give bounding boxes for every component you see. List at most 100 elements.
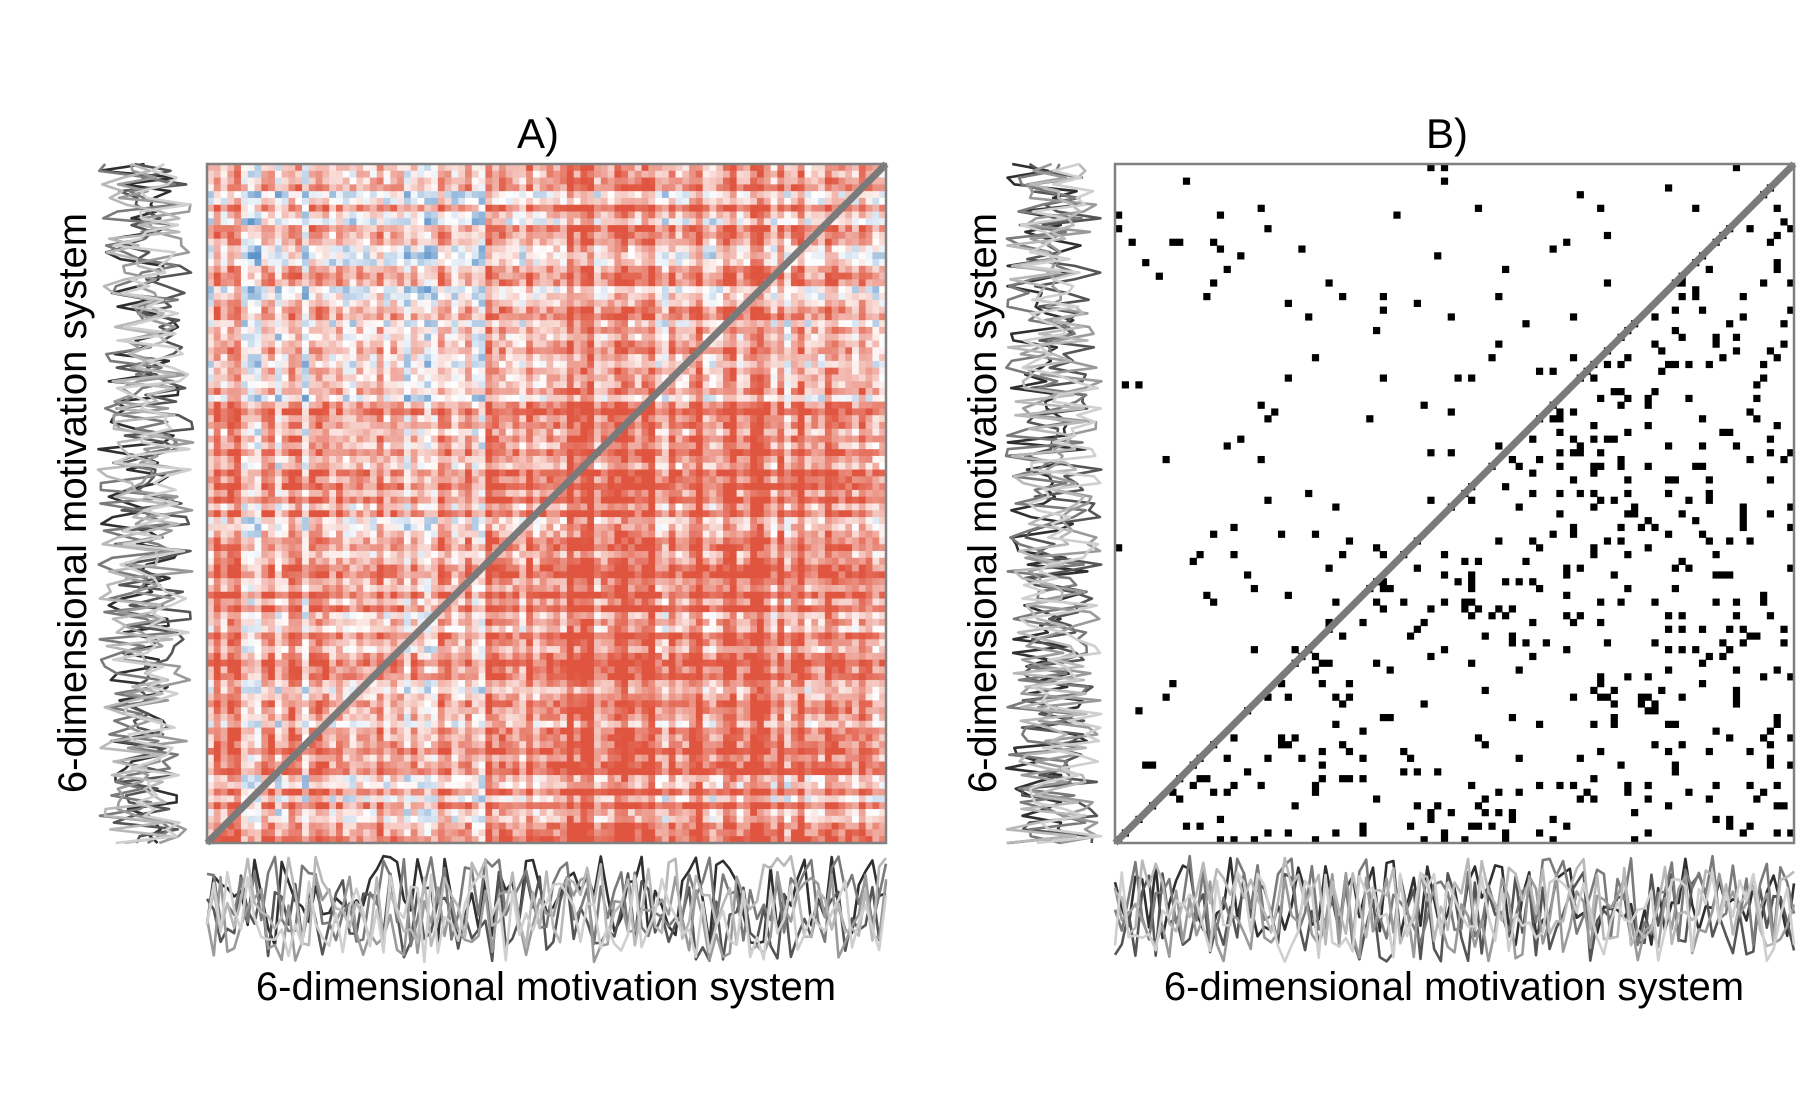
heatmap-cell — [417, 401, 425, 410]
heatmap-cell — [695, 394, 704, 403]
heatmap-cell — [797, 286, 806, 294]
heatmap-cell — [736, 428, 745, 437]
heatmap-cell — [729, 306, 738, 314]
heatmap-cell — [763, 442, 772, 450]
heatmap-cell — [308, 489, 317, 498]
heatmap-cell — [274, 225, 283, 233]
heatmap-cell — [756, 374, 765, 382]
heatmap-cell — [207, 340, 215, 348]
heatmap-cell — [505, 476, 514, 484]
heatmap-cell — [743, 455, 751, 464]
heatmap-cell — [838, 374, 846, 382]
heatmap-cell — [268, 313, 276, 321]
heatmap-cell — [492, 408, 500, 416]
heatmap-cell — [336, 428, 344, 437]
heatmap-cell — [723, 218, 731, 226]
heatmap-cell — [729, 265, 738, 274]
heatmap-cell — [811, 170, 819, 179]
heatmap-cell — [811, 360, 819, 369]
heatmap-cell — [254, 476, 262, 484]
heatmap-cell — [281, 197, 290, 206]
heatmap-cell — [852, 496, 860, 505]
heatmap-cell — [444, 347, 453, 355]
heatmap-cell — [532, 245, 541, 253]
heatmap-cell — [329, 238, 337, 247]
heatmap-cell — [797, 469, 806, 477]
heatmap-cell — [702, 455, 711, 464]
heatmap-cell — [838, 272, 846, 281]
heatmap-cell — [403, 225, 412, 233]
heatmap-cell — [247, 449, 256, 457]
heatmap-cell — [417, 476, 425, 484]
heatmap-cell — [845, 252, 853, 260]
heatmap-cell — [342, 218, 351, 226]
heatmap-cell — [227, 428, 235, 437]
heatmap-cell — [627, 408, 636, 416]
heatmap-cell — [356, 422, 364, 430]
heatmap-cell — [397, 374, 405, 382]
heatmap-cell — [526, 170, 534, 179]
heatmap-cell — [580, 483, 588, 491]
heatmap-cell — [702, 164, 711, 172]
heatmap-cell — [858, 428, 867, 437]
heatmap-cell — [485, 496, 493, 505]
heatmap-cell — [655, 442, 663, 450]
heatmap-cell — [397, 252, 405, 260]
heatmap-cell — [302, 428, 310, 437]
heatmap-cell — [736, 374, 745, 382]
heatmap-cell — [302, 286, 310, 294]
heatmap-cell — [668, 462, 677, 471]
heatmap-cell — [315, 218, 324, 226]
heatmap-cell — [689, 462, 697, 471]
heatmap-cell — [716, 279, 724, 287]
heatmap-cell — [723, 333, 731, 342]
heatmap-cell — [471, 164, 480, 172]
heatmap-cell — [695, 238, 704, 247]
heatmap-cell — [770, 170, 778, 179]
heatmap-cell — [634, 354, 643, 362]
heatmap-cell — [641, 293, 649, 301]
heatmap-cell — [519, 388, 527, 396]
heatmap-cell — [790, 238, 799, 247]
heatmap-cell — [777, 231, 785, 240]
heatmap-cell — [594, 347, 602, 355]
heatmap-cell — [872, 204, 880, 213]
heatmap-cell — [743, 469, 751, 477]
heatmap-cell — [811, 496, 819, 505]
heatmap-cell — [247, 354, 256, 362]
heatmap-cell — [254, 435, 262, 443]
heatmap-cell — [743, 401, 751, 410]
heatmap-cell — [824, 428, 833, 437]
heatmap-cell — [369, 245, 378, 253]
heatmap-cell — [322, 191, 330, 199]
heatmap-cell — [492, 462, 500, 471]
heatmap-cell — [213, 483, 222, 491]
heatmap-cell — [240, 374, 249, 382]
heatmap-cell — [594, 184, 602, 192]
heatmap-cell — [220, 326, 228, 335]
heatmap-cell — [356, 211, 364, 219]
heatmap-cell — [716, 496, 724, 505]
heatmap-cell — [207, 225, 215, 233]
heatmap-cell — [831, 449, 840, 457]
heatmap-cell — [634, 279, 643, 287]
heatmap-cell — [736, 313, 745, 321]
heatmap-cell — [865, 394, 874, 403]
heatmap-cell — [587, 231, 595, 240]
heatmap-cell — [668, 164, 677, 172]
heatmap-cell — [845, 333, 853, 342]
heatmap-cell — [213, 231, 222, 240]
heatmap-cell — [526, 306, 534, 314]
heatmap-cell — [770, 293, 778, 301]
heatmap-cell — [349, 401, 357, 410]
heatmap-cell — [234, 252, 242, 260]
heatmap-cell — [865, 388, 874, 396]
heatmap-cell — [689, 388, 697, 396]
heatmap-cell — [417, 191, 425, 199]
heatmap-cell — [478, 177, 486, 185]
heatmap-cell — [281, 489, 290, 498]
heatmap-cell — [797, 170, 806, 179]
heatmap-cell — [451, 164, 459, 172]
heatmap-cell — [308, 367, 317, 376]
heatmap-cell — [797, 231, 806, 240]
